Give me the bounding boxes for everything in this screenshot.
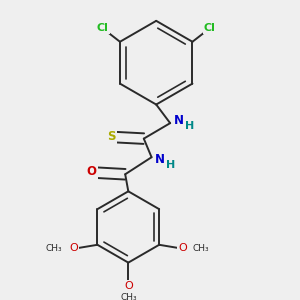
Text: H: H	[167, 160, 176, 170]
Text: O: O	[124, 281, 133, 292]
Text: Cl: Cl	[203, 23, 215, 33]
Text: N: N	[174, 114, 184, 127]
Text: S: S	[108, 130, 116, 143]
Text: CH₃: CH₃	[120, 293, 137, 300]
Text: Cl: Cl	[97, 23, 109, 33]
Text: CH₃: CH₃	[45, 244, 62, 253]
Text: N: N	[155, 153, 165, 166]
Text: O: O	[87, 165, 97, 178]
Text: O: O	[70, 243, 79, 253]
Text: H: H	[185, 121, 194, 130]
Text: O: O	[178, 243, 187, 253]
Text: CH₃: CH₃	[193, 244, 209, 253]
